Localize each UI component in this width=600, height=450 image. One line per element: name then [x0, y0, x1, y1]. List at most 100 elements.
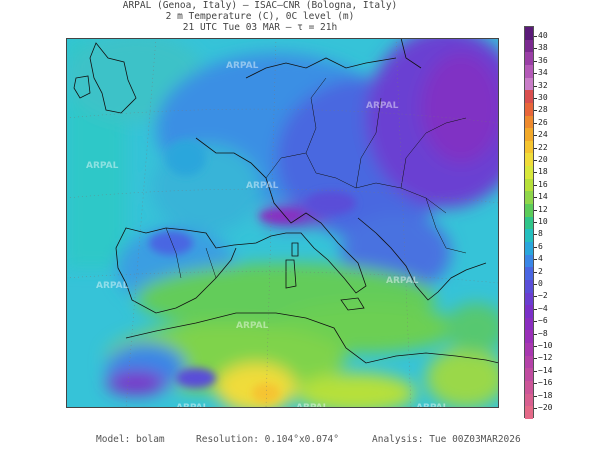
colorbar-segment [525, 368, 533, 382]
colorbar-segment [525, 406, 533, 420]
colorbar-tick [534, 346, 537, 347]
title-line-1: ARPAL (Genoa, Italy) – ISAC–CNR (Bologna… [122, 0, 398, 11]
colorbar-segment [525, 166, 533, 180]
colorbar-segment [525, 153, 533, 167]
temperature-detail [149, 140, 356, 403]
colorbar-label: −2 [538, 291, 548, 301]
colorbar-segment [525, 241, 533, 256]
watermark: ARPAL [296, 403, 329, 408]
colorbar-segment [525, 355, 533, 369]
colorbar-label: 14 [538, 192, 548, 202]
colorbar-label: 24 [538, 130, 548, 140]
footer-analysis: Analysis: Tue 00Z03MAR2026 [372, 434, 521, 445]
colorbar-tick [534, 122, 537, 124]
watermark: ARPAL [246, 181, 279, 191]
colorbar-segment [525, 115, 533, 129]
colorbar-segment [525, 204, 533, 218]
colorbar-label: 22 [538, 142, 548, 152]
colorbar-segment [525, 140, 533, 154]
footer-model: Model: bolam [96, 434, 165, 445]
watermark: ARPAL [366, 101, 399, 111]
colorbar-label: 18 [538, 167, 548, 177]
colorbar-segment [525, 381, 533, 395]
watermark: ARPAL [86, 161, 119, 171]
colorbar-label: 16 [538, 179, 548, 189]
title-line-2: 2 m Temperature (C), 0C level (m) [165, 11, 355, 22]
colorbar-tick [534, 383, 537, 385]
temperature-colorbar [524, 26, 534, 420]
colorbar-tick [534, 222, 537, 223]
colorbar-label: 40 [538, 31, 548, 40]
colorbar-tick [534, 172, 537, 174]
colorbar-tick [534, 358, 537, 360]
colorbar-tick [534, 36, 537, 37]
colorbar-label: −10 [538, 341, 553, 350]
colorbar-label: 34 [538, 68, 548, 78]
colorbar-segment [525, 64, 533, 79]
colorbar-tick [534, 48, 537, 50]
colorbar-segment [525, 229, 533, 243]
colorbar-tick [534, 98, 537, 99]
colorbar-label: 0 [538, 279, 543, 288]
colorbar-tick [534, 308, 537, 310]
colorbar-segment [525, 178, 533, 192]
colorbar-label: 32 [538, 80, 548, 90]
colorbar-segment [525, 292, 533, 306]
colorbar-segment [525, 27, 533, 41]
colorbar-label: −18 [538, 390, 553, 400]
colorbar-label: −8 [538, 328, 548, 338]
colorbar-segment [525, 343, 533, 357]
colorbar-label: −14 [538, 365, 553, 375]
colorbar-label: 36 [538, 55, 548, 65]
borders [165, 77, 467, 279]
colorbar-label: 38 [538, 43, 548, 53]
colorbar-tick [534, 73, 537, 75]
colorbar-label: 8 [538, 229, 543, 239]
colorbar-tick [534, 135, 537, 137]
title-line-3: 21 UTC Tue 03 MAR – τ = 21h [182, 22, 338, 33]
watermark: ARPAL [386, 276, 419, 286]
watermark: ARPAL [96, 281, 129, 291]
colorbar-label: −6 [538, 316, 548, 326]
temperature-field [66, 38, 499, 408]
colorbar-label: −20 [538, 403, 553, 412]
colorbar-segment [525, 254, 533, 268]
colorbar-tick [534, 284, 537, 285]
colorbar-label: 6 [538, 241, 543, 251]
colorbar-segment [525, 305, 533, 319]
colorbar-tick [534, 197, 537, 199]
colorbar-label: 26 [538, 117, 548, 127]
map-canvas: ARPAL ARPAL ARPAL ARPAL ARPAL ARPAL ARPA… [66, 38, 499, 408]
colorbar-label: −16 [538, 378, 553, 388]
watermark: ARPAL [226, 61, 259, 71]
colorbar-segment [525, 90, 533, 104]
colorbar-tick [534, 209, 537, 211]
colorbar-tick [534, 147, 537, 149]
colorbar-tick [534, 370, 537, 372]
colorbar-segment [525, 279, 533, 294]
colorbar-segment [525, 191, 533, 205]
coastlines [73, 38, 499, 364]
temperature-map[interactable]: ARPAL ARPAL ARPAL ARPAL ARPAL ARPAL ARPA… [66, 38, 499, 408]
colorbar-tick [534, 259, 537, 261]
colorbar-tick [534, 85, 537, 87]
colorbar-tick [534, 408, 537, 409]
colorbar-tick [534, 395, 537, 397]
colorbar-tick [534, 160, 537, 161]
colorbar-label: 28 [538, 105, 548, 115]
graticule [66, 38, 499, 408]
watermark: ARPAL [416, 403, 449, 408]
colorbar-segment [525, 39, 533, 53]
colorbar-tick [534, 60, 537, 62]
colorbar-label: 12 [538, 204, 548, 214]
colorbar-segment [525, 267, 533, 281]
watermark: ARPAL [236, 321, 269, 331]
colorbar-label: 10 [538, 217, 548, 226]
colorbar-tick [534, 321, 537, 323]
footer: Model: bolam Resolution: 0.104°x0.074° A… [0, 434, 600, 448]
colorbar-tick [534, 184, 537, 186]
colorbar-tick [534, 110, 537, 112]
map-frame [66, 38, 499, 408]
colorbar-segment [525, 52, 533, 66]
colorbar-segment [525, 128, 533, 142]
